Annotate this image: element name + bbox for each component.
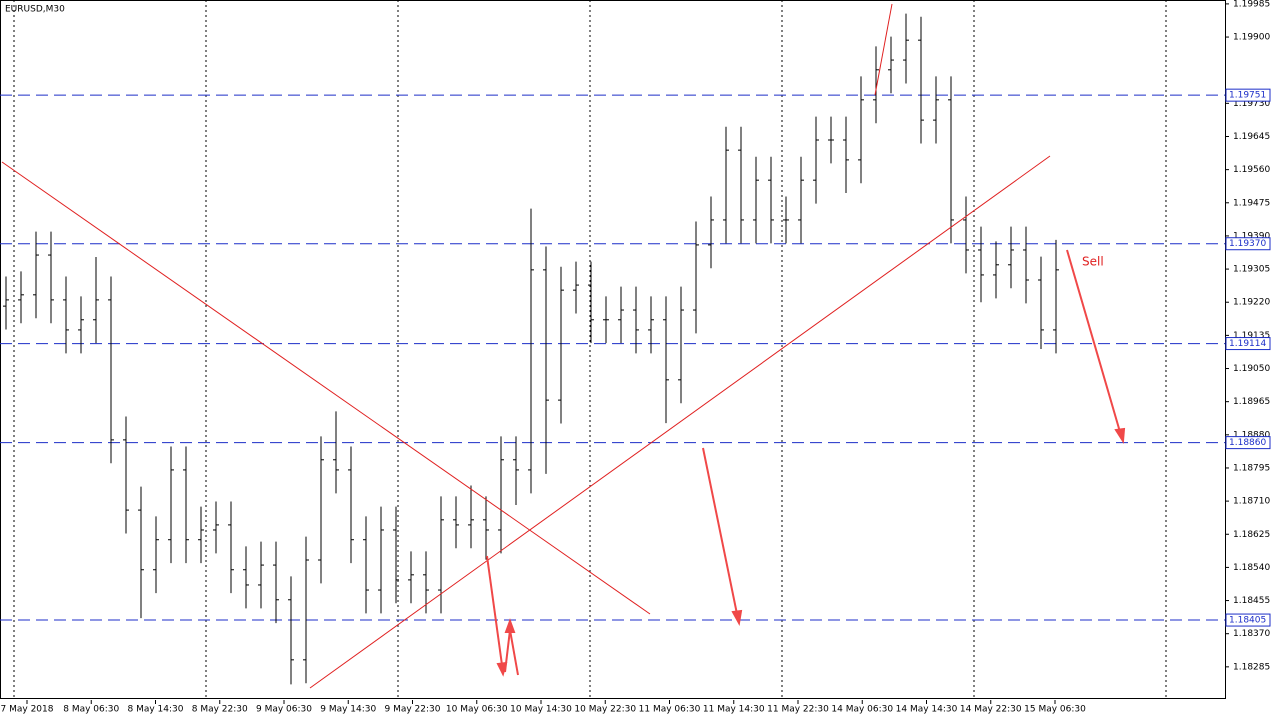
y-tick-label: 1.18370 (1233, 629, 1270, 639)
y-tick-label: 1.19730 (1233, 99, 1270, 109)
y-tick-label: 1.19900 (1233, 33, 1270, 43)
annotation: Sell (1082, 255, 1104, 269)
y-tick-label: 1.19645 (1233, 132, 1270, 142)
grid (0, 0, 1225, 700)
x-tick-label: 11 May 14:30 (703, 705, 765, 715)
level-label: 1.19114 (1229, 339, 1266, 349)
level-label: 1.19370 (1229, 239, 1266, 249)
x-tick-label: 10 May 14:30 (510, 705, 572, 715)
level-label: 1.18405 (1229, 616, 1266, 626)
y-tick-label: 1.18710 (1233, 497, 1270, 507)
bars (3, 13, 1059, 685)
x-tick-label: 14 May 06:30 (831, 705, 893, 715)
y-tick-label: 1.19135 (1233, 331, 1270, 341)
y-tick-label: 1.18880 (1233, 430, 1270, 440)
x-tick-label: 10 May 22:30 (574, 705, 636, 715)
x-tick-label: 8 May 22:30 (192, 705, 248, 715)
y-tick-label: 1.18795 (1233, 463, 1270, 473)
arrow (702, 447, 738, 615)
level-label-box (1225, 613, 1271, 627)
x-tick-label: 9 May 14:30 (320, 705, 376, 715)
y-tick-label: 1.19475 (1233, 198, 1270, 208)
x-tick-label: 9 May 06:30 (256, 705, 312, 715)
y-tick-label: 1.18455 (1233, 596, 1270, 606)
x-tick-label: 7 May 2018 (1, 705, 54, 715)
trendlines (1, 3, 1051, 689)
x-tick-label: 11 May 22:30 (767, 705, 829, 715)
y-tick-label: 1.18625 (1233, 530, 1270, 540)
trendline (1, 161, 651, 615)
arrow (504, 629, 511, 673)
arrowhead (731, 609, 743, 627)
y-tick-label: 1.19305 (1233, 265, 1270, 275)
level-label-box (1225, 436, 1271, 450)
arrow (1066, 249, 1121, 433)
arrowhead (1114, 427, 1126, 445)
level-label-box (1225, 337, 1271, 351)
chart-title: EURUSD,M30 (5, 5, 65, 15)
y-tick-label: 1.19050 (1233, 364, 1270, 374)
arrow (486, 555, 503, 666)
trendline (874, 3, 893, 96)
x-tick-label: 9 May 22:30 (385, 705, 441, 715)
x-tick-label: 8 May 06:30 (63, 705, 119, 715)
y-tick-label: 1.19220 (1233, 298, 1270, 308)
level-label-box (1225, 237, 1271, 251)
arrowhead (504, 618, 516, 633)
x-tick-label: 11 May 06:30 (639, 705, 701, 715)
y-tick-label: 1.19985 (1233, 0, 1270, 9)
y-tick-label: 1.18540 (1233, 563, 1270, 573)
x-tick-label: 15 May 06:30 (1024, 705, 1086, 715)
x-tick-label: 8 May 14:30 (128, 705, 184, 715)
level-label-box (1225, 88, 1271, 102)
y-tick-label: 1.19390 (1233, 231, 1270, 241)
level-label: 1.19751 (1229, 91, 1266, 101)
x-tick-label: 14 May 22:30 (960, 705, 1022, 715)
arrow (509, 629, 519, 676)
x-tick-label: 10 May 06:30 (446, 705, 508, 715)
trendline (309, 155, 1051, 689)
x-tick-label: 14 May 14:30 (896, 705, 958, 715)
arrows (486, 249, 1126, 677)
level-label: 1.18860 (1229, 438, 1266, 448)
y-tick-label: 1.18285 (1233, 662, 1270, 672)
y-tick-label: 1.18965 (1233, 397, 1270, 407)
y-tick-label: 1.19560 (1233, 165, 1270, 175)
